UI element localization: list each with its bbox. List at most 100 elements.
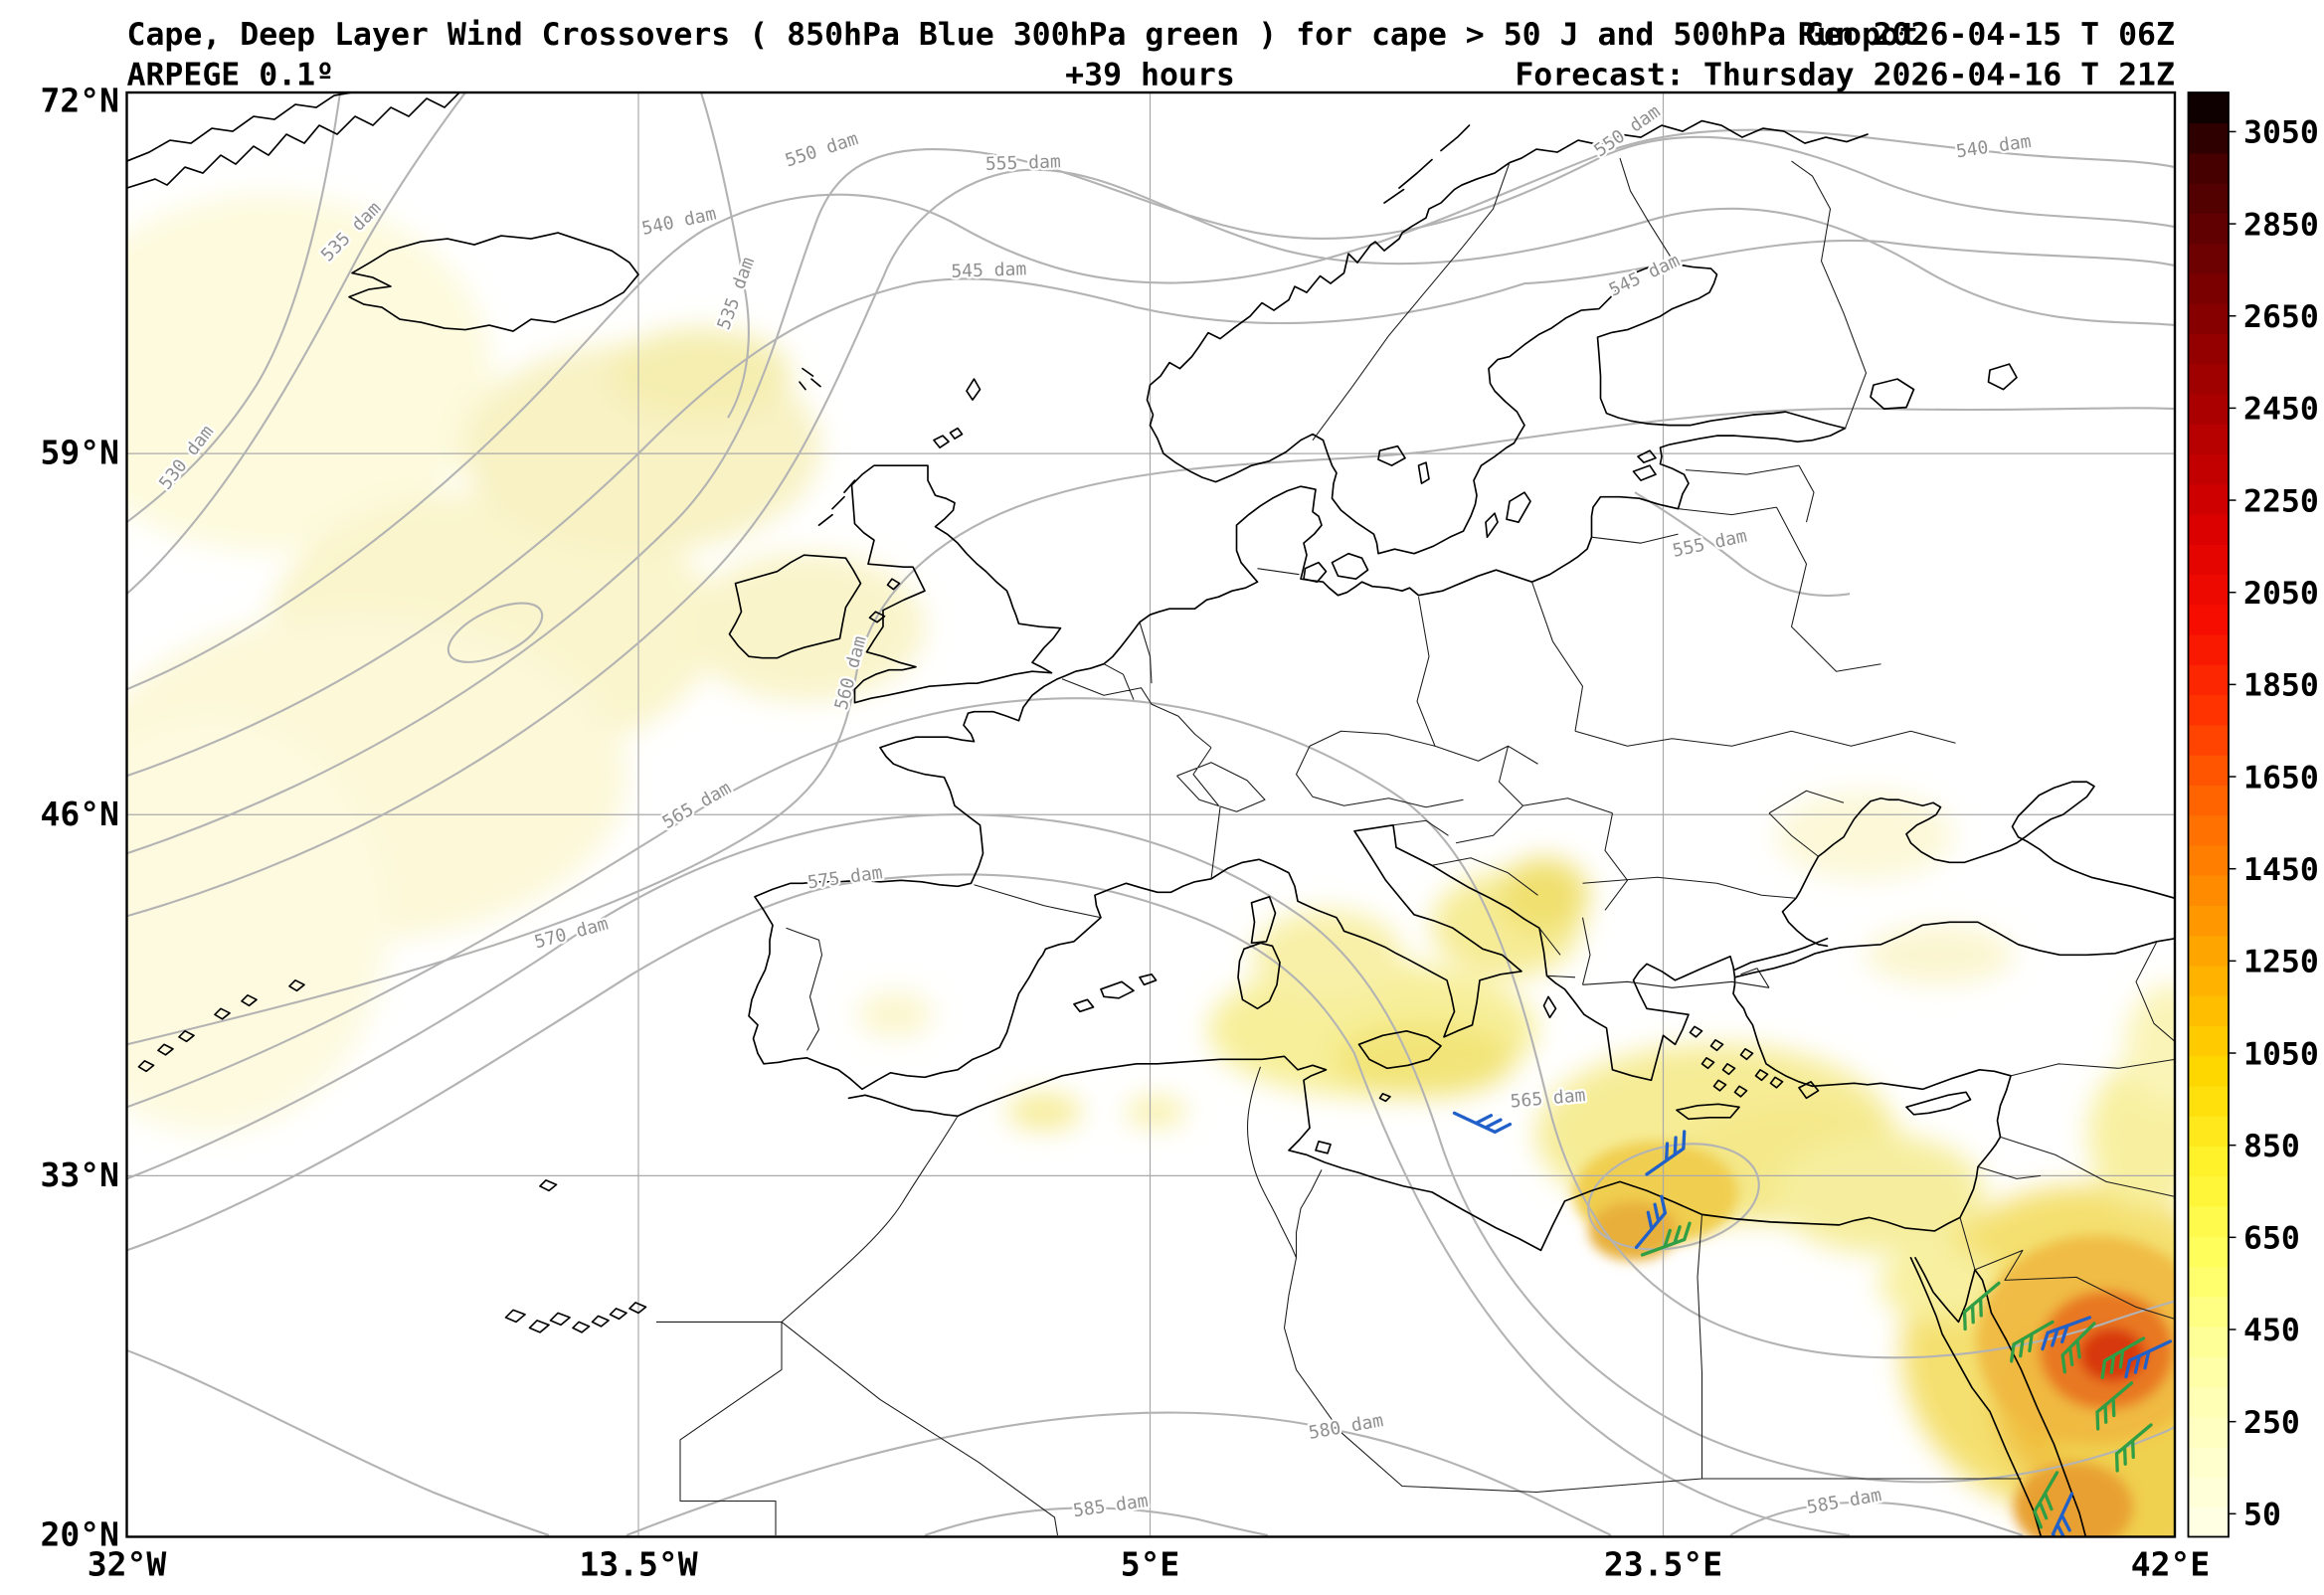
wind-barb-glyph <box>1452 1111 1513 1135</box>
colorbar-segment <box>2188 874 2229 906</box>
model-label: ARPEGE 0.1º <box>127 58 335 93</box>
colorbar-tick-label: 1050 <box>2243 1036 2319 1072</box>
colorbar-tick-label: 2450 <box>2243 392 2319 428</box>
colorbar-segment <box>2188 574 2229 606</box>
wind-barb-green <box>2060 1322 2096 1374</box>
x-axis-labels: 32°W 13.5°W 5°E 23.5°E 42°E <box>88 1544 2210 1583</box>
colorbar-segment <box>2188 1146 2229 1177</box>
colorbar-segment <box>2188 453 2229 485</box>
colorbar-segment <box>2188 724 2229 756</box>
colorbar-segment <box>2188 363 2229 395</box>
colorbar-tick-label: 50 <box>2243 1498 2281 1533</box>
colorbar-segment <box>2188 1296 2229 1328</box>
colorbar-segment <box>2188 543 2229 576</box>
colorbar-tick-label: 450 <box>2243 1313 2300 1348</box>
colorbar-segment <box>2188 1416 2229 1448</box>
colorbar-tick-label: 2650 <box>2243 299 2319 335</box>
colorbar-segment <box>2188 333 2229 365</box>
lon-label-5e: 5°E <box>1121 1544 1180 1583</box>
wind-barbs <box>1452 1111 2173 1537</box>
chart-title: Cape, Deep Layer Wind Crossovers ( 850hP… <box>127 17 1918 53</box>
colorbar-tick-label: 1250 <box>2243 945 2319 980</box>
wind-barb-glyph <box>1645 1130 1687 1176</box>
wind-barb-blue <box>1452 1111 1513 1135</box>
colorbar-segment <box>2188 1085 2229 1117</box>
colorbar-segment <box>2188 1386 2229 1418</box>
colorbar-tick-label: 3050 <box>2243 115 2319 151</box>
colorbar-segment <box>2188 1326 2229 1357</box>
colorbar-segment <box>2188 694 2229 726</box>
wind-barb-glyph <box>1640 1221 1692 1257</box>
geopotential-contours <box>126 92 2175 1537</box>
colorbar-segment <box>2188 1476 2229 1508</box>
lat-label-33n: 33°N <box>41 1155 119 1194</box>
wind-barb-glyph <box>1634 1194 1668 1250</box>
colorbar-segment <box>2188 483 2229 515</box>
wind-barb-green <box>1640 1221 1692 1257</box>
colorbar-segment <box>2188 92 2229 124</box>
forecast-label: Forecast: Thursday 2026-04-16 T 21Z <box>1515 58 2175 93</box>
grid-lines <box>126 92 2175 1537</box>
wind-barb-green <box>2033 1471 2059 1529</box>
colorbar-segment <box>2188 122 2229 154</box>
lead-time-label: +39 hours <box>1065 58 1235 93</box>
colorbar-segment <box>2188 182 2229 214</box>
wind-barb-glyph <box>1962 1281 2001 1331</box>
lon-label-32w: 32°W <box>88 1544 167 1583</box>
colorbar-segment <box>2188 994 2229 1026</box>
colorbar-segment <box>2188 272 2229 304</box>
colorbar-tick-label: 2250 <box>2243 483 2319 519</box>
lat-label-59n: 59°N <box>41 434 119 472</box>
colorbar-segment <box>2188 302 2229 335</box>
lon-label-42e: 42°E <box>2131 1544 2210 1583</box>
wind-barb-blue <box>2041 1316 2092 1351</box>
colorbar-segment <box>2188 633 2229 665</box>
colorbar-segment <box>2188 905 2229 937</box>
colorbar-segment <box>2188 1115 2229 1148</box>
colorbar-segment <box>2188 1175 2229 1207</box>
colorbar-frame <box>2187 91 2230 1538</box>
colorbar-tick-label: 250 <box>2243 1405 2300 1441</box>
wind-barb-green <box>2010 1320 2055 1363</box>
colorbar <box>2188 92 2229 1537</box>
lat-label-46n: 46°N <box>41 795 119 833</box>
colorbar-segment <box>2188 754 2229 786</box>
colorbar-segment <box>2188 1025 2229 1057</box>
wind-barb-green <box>1962 1281 2001 1331</box>
wind-barb-blue <box>2051 1492 2074 1537</box>
wind-barb-glyph <box>2095 1381 2134 1431</box>
country-borders <box>656 157 2175 1536</box>
map-frame <box>125 90 2177 1538</box>
colorbar-segment <box>2188 1355 2229 1388</box>
wind-barb-glyph <box>2051 1492 2074 1537</box>
colorbar-tick-label: 1850 <box>2243 668 2319 704</box>
wind-barb-glyph <box>2100 1336 2146 1380</box>
wind-barb-blue <box>1645 1130 1687 1176</box>
geopotential-contour-label: 555 dam <box>985 151 1062 175</box>
colorbar-segment <box>2188 423 2229 455</box>
wind-barb-glyph <box>2010 1320 2055 1363</box>
colorbar-segment <box>2188 1506 2229 1537</box>
colorbar-tick-label: 1650 <box>2243 760 2319 796</box>
colorbar-segment <box>2188 965 2229 996</box>
colorbar-tick-label: 2850 <box>2243 207 2319 243</box>
lon-label-235e: 23.5°E <box>1604 1544 1722 1583</box>
colorbar-tick-label: 650 <box>2243 1221 2300 1257</box>
colorbar-segment <box>2188 213 2229 245</box>
colorbar-segment <box>2188 844 2229 876</box>
geopotential-contour-label: 545 dam <box>951 259 1027 282</box>
colorbar-segment <box>2188 784 2229 816</box>
colorbar-tick-label: 2050 <box>2243 576 2319 612</box>
colorbar-segment <box>2188 1266 2229 1298</box>
wind-barb-blue <box>1634 1194 1668 1250</box>
y-axis-labels: 72°N 59°N 46°N 33°N 20°N <box>41 82 119 1554</box>
colorbar-segment <box>2188 513 2229 545</box>
wind-barb-green <box>2100 1336 2146 1380</box>
wind-barb-green <box>2095 1381 2134 1431</box>
colorbar-segment <box>2188 814 2229 846</box>
lat-label-20n: 20°N <box>41 1514 119 1553</box>
colorbar-segment <box>2188 393 2229 425</box>
colorbar-segment <box>2188 1205 2229 1237</box>
colorbar-segment <box>2188 604 2229 635</box>
